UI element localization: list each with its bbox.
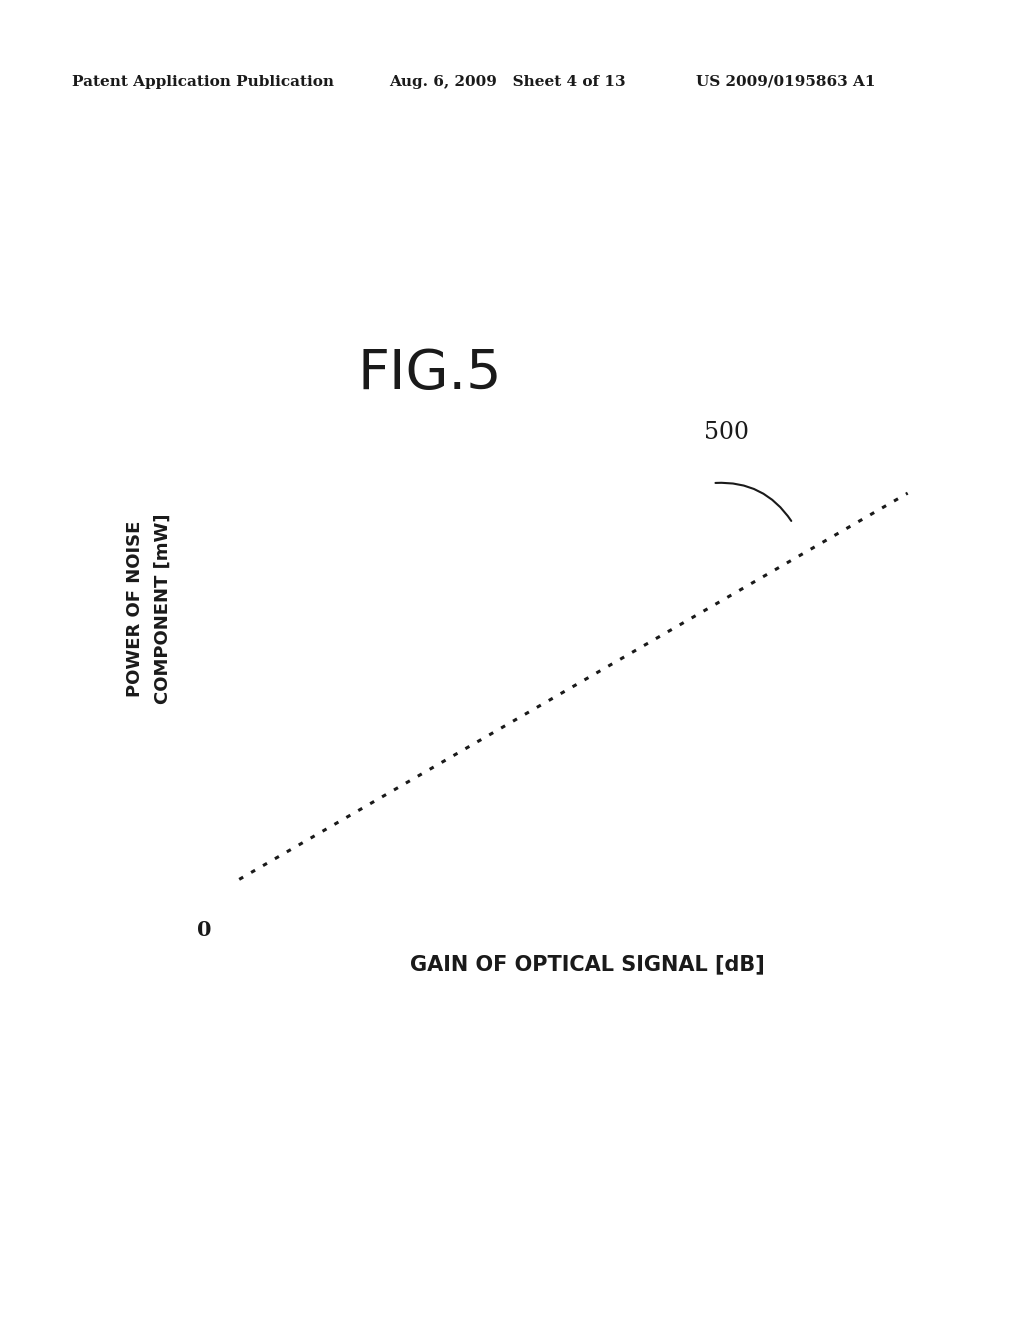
Text: GAIN OF OPTICAL SIGNAL [dB]: GAIN OF OPTICAL SIGNAL [dB] [410, 954, 765, 974]
Text: FIG.5: FIG.5 [357, 347, 503, 401]
Text: 0: 0 [198, 920, 212, 940]
Text: 500: 500 [705, 421, 750, 445]
Text: POWER OF NOISE: POWER OF NOISE [126, 520, 143, 697]
Text: Patent Application Publication: Patent Application Publication [72, 75, 334, 88]
Text: US 2009/0195863 A1: US 2009/0195863 A1 [696, 75, 876, 88]
Text: COMPONENT [mW]: COMPONENT [mW] [154, 513, 172, 704]
Text: Aug. 6, 2009   Sheet 4 of 13: Aug. 6, 2009 Sheet 4 of 13 [389, 75, 626, 88]
